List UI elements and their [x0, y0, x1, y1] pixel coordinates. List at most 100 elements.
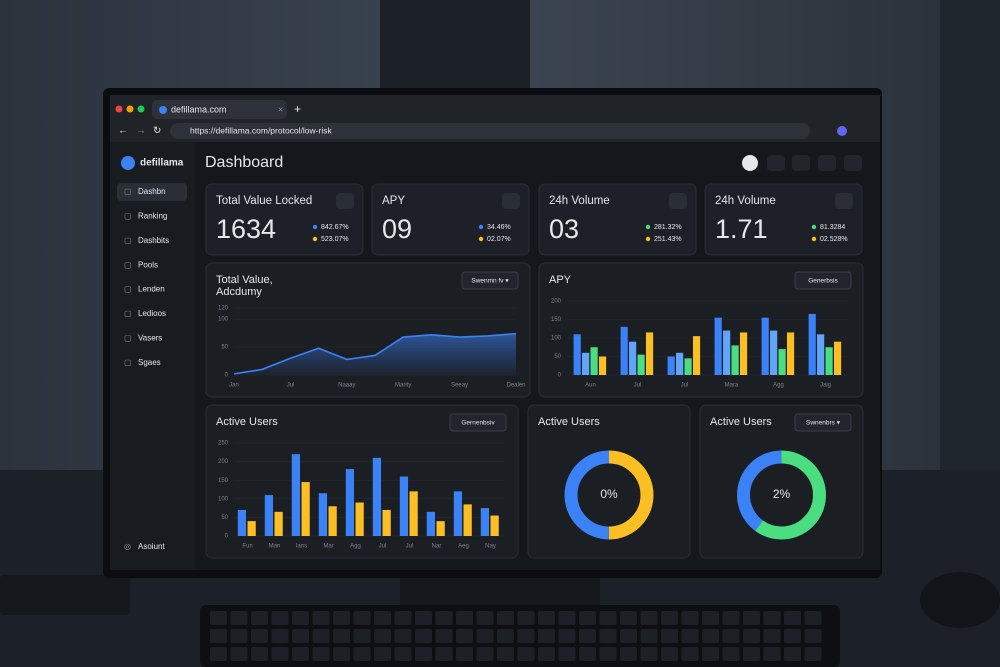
new-tab[interactable]: + [294, 102, 301, 116]
bar [808, 313, 816, 375]
chart-button-label: Swnenbrs ▾ [806, 420, 841, 427]
key [784, 611, 801, 625]
y-tick-label: 50 [221, 345, 228, 351]
key [722, 647, 740, 661]
donut-label: 2% [773, 487, 791, 501]
window-minimize[interactable] [126, 105, 134, 113]
window-close[interactable] [115, 105, 123, 113]
key [579, 629, 596, 643]
chart-title: Active Users [710, 416, 772, 428]
key [497, 611, 514, 625]
chart-button[interactable] [794, 271, 852, 290]
nav-item[interactable]: Dashbits [138, 236, 169, 245]
url: https://defillama.com/protocol/low-risk [190, 125, 332, 135]
donut-label: 0% [600, 487, 618, 501]
y-tick-label: 0 [225, 373, 229, 379]
key [640, 611, 658, 625]
sidebar-footer[interactable]: Asoiunt [138, 542, 165, 551]
key [804, 611, 822, 625]
key [374, 629, 391, 643]
legend-dot [811, 236, 817, 242]
tab[interactable] [152, 100, 287, 119]
key [230, 629, 248, 643]
nav-item[interactable]: Dashbn [138, 187, 166, 196]
legend-label: 842.67% [321, 224, 349, 231]
key [743, 629, 760, 643]
key [251, 647, 268, 661]
key [251, 611, 268, 625]
key [599, 629, 617, 643]
bar [620, 326, 628, 375]
bar [345, 469, 355, 536]
nav-item[interactable]: Ranking [138, 212, 167, 221]
card-value: 03 [549, 214, 579, 244]
bar [786, 332, 795, 375]
key [558, 611, 576, 625]
address-bar[interactable] [170, 123, 810, 139]
key [271, 611, 289, 625]
y-tick-label: 200 [551, 299, 562, 305]
key [722, 611, 740, 625]
card-button[interactable] [835, 193, 853, 209]
bar [453, 491, 463, 536]
key [538, 611, 555, 625]
bar [318, 493, 328, 536]
key [681, 611, 699, 625]
nav-item[interactable]: Lenden [138, 285, 165, 294]
key [456, 611, 473, 625]
forward[interactable]: → [136, 126, 146, 137]
x-tick-label: Agg [350, 544, 361, 550]
nav-item[interactable]: Ledioos [138, 309, 166, 318]
card-button[interactable] [669, 193, 687, 209]
key [497, 647, 514, 661]
bar [382, 509, 391, 536]
x-tick-label: Jul [287, 383, 295, 389]
key [517, 647, 535, 661]
bar [355, 502, 364, 536]
header-button[interactable] [818, 155, 836, 171]
nav-icon: ▢ [124, 285, 132, 294]
chart-button-label: Gernenbsiv [461, 420, 495, 427]
key [558, 629, 576, 643]
key [702, 647, 719, 661]
key [333, 629, 350, 643]
window-maximize[interactable] [137, 105, 145, 113]
key [681, 629, 699, 643]
line [233, 332, 517, 375]
key [702, 629, 719, 643]
key [333, 647, 350, 661]
y-tick-label: 150 [551, 317, 562, 323]
key [435, 629, 453, 643]
bar [723, 330, 731, 375]
key [599, 647, 617, 661]
header-button[interactable] [792, 155, 810, 171]
nav-item[interactable]: Pools [138, 260, 158, 269]
bar [480, 508, 490, 536]
key [763, 611, 781, 625]
card-button[interactable] [502, 193, 520, 209]
reload[interactable]: ↻ [153, 126, 161, 137]
bar [582, 352, 590, 375]
header-button[interactable] [844, 155, 862, 171]
key [640, 647, 658, 661]
profile[interactable] [837, 126, 847, 136]
bar [817, 334, 825, 375]
nav-item[interactable]: Sgaes [138, 358, 161, 367]
key [374, 611, 391, 625]
card-button[interactable] [336, 193, 354, 209]
chart-title: Active Users [538, 416, 600, 428]
header-button[interactable] [742, 155, 758, 171]
key [763, 647, 781, 661]
back[interactable]: ← [118, 126, 128, 137]
nav-item[interactable]: Vasers [138, 334, 162, 343]
header-button[interactable] [767, 155, 785, 171]
x-tick-label: Naaay [338, 383, 355, 389]
chart-button[interactable] [449, 413, 507, 432]
bar [629, 341, 637, 375]
chart-button[interactable] [794, 413, 852, 432]
bar [291, 454, 301, 536]
y-tick-label: 250 [218, 441, 229, 447]
tab-close[interactable]: × [278, 104, 283, 114]
legend-dot [645, 236, 651, 242]
chart-button[interactable] [461, 271, 519, 290]
